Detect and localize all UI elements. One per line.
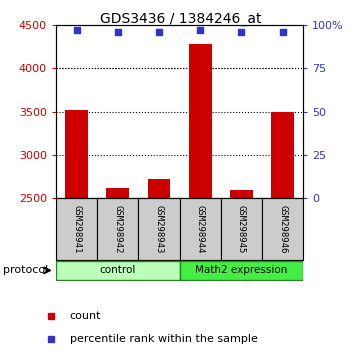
Text: GSM298943: GSM298943 bbox=[155, 205, 164, 253]
Bar bbox=[97, 198, 138, 260]
Bar bbox=[180, 198, 221, 260]
Bar bbox=[56, 261, 180, 280]
Bar bbox=[230, 190, 253, 198]
Text: GSM298942: GSM298942 bbox=[113, 205, 122, 253]
Point bbox=[74, 27, 79, 33]
Text: GDS3436 / 1384246_at: GDS3436 / 1384246_at bbox=[100, 12, 261, 27]
Bar bbox=[221, 198, 262, 260]
Text: protocol: protocol bbox=[3, 266, 48, 275]
Bar bbox=[189, 44, 212, 198]
Text: GSM298945: GSM298945 bbox=[237, 205, 246, 253]
Bar bbox=[56, 198, 97, 260]
Text: count: count bbox=[70, 311, 101, 321]
Bar bbox=[148, 179, 170, 198]
Bar bbox=[138, 198, 180, 260]
Point bbox=[197, 27, 203, 33]
Bar bbox=[262, 198, 303, 260]
Text: GSM298944: GSM298944 bbox=[196, 205, 205, 253]
Point bbox=[280, 29, 286, 35]
Point bbox=[239, 29, 244, 35]
Bar bbox=[65, 110, 88, 198]
Text: percentile rank within the sample: percentile rank within the sample bbox=[70, 334, 258, 344]
Bar bbox=[106, 188, 129, 198]
Text: Math2 expression: Math2 expression bbox=[195, 266, 288, 275]
Point bbox=[115, 29, 121, 35]
Text: control: control bbox=[100, 266, 136, 275]
Bar bbox=[180, 261, 303, 280]
Bar bbox=[271, 112, 294, 198]
Text: GSM298941: GSM298941 bbox=[72, 205, 81, 253]
Point bbox=[156, 29, 162, 35]
Text: GSM298946: GSM298946 bbox=[278, 205, 287, 253]
